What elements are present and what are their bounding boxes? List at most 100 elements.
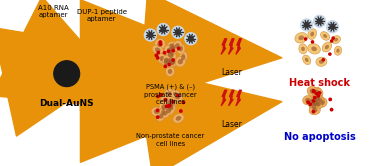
Ellipse shape [175,94,180,99]
Ellipse shape [165,105,169,109]
Ellipse shape [168,56,178,66]
Circle shape [45,52,89,96]
Ellipse shape [314,90,319,95]
Circle shape [144,29,156,41]
Ellipse shape [334,38,338,41]
Circle shape [309,103,311,106]
Ellipse shape [318,98,322,102]
Ellipse shape [161,109,170,118]
Ellipse shape [161,110,165,115]
Ellipse shape [152,45,163,55]
Ellipse shape [309,106,320,115]
Ellipse shape [172,92,183,102]
Ellipse shape [311,100,317,106]
Circle shape [160,94,162,96]
Ellipse shape [169,98,174,103]
Circle shape [176,30,180,35]
Ellipse shape [307,96,317,107]
Circle shape [159,41,161,43]
Ellipse shape [323,34,327,38]
Circle shape [161,27,166,32]
Ellipse shape [169,103,174,106]
Ellipse shape [161,96,169,104]
Ellipse shape [164,45,175,56]
Ellipse shape [316,96,321,101]
Ellipse shape [312,94,322,104]
Circle shape [304,38,307,40]
Ellipse shape [319,60,324,64]
Circle shape [157,24,169,36]
Ellipse shape [175,56,186,67]
Ellipse shape [303,55,311,65]
Ellipse shape [299,44,307,54]
Ellipse shape [311,46,317,51]
Text: A10 RNA
aptamer: A10 RNA aptamer [39,5,69,18]
Circle shape [164,99,167,101]
Ellipse shape [310,89,314,93]
Ellipse shape [170,99,175,104]
Ellipse shape [316,57,327,66]
Ellipse shape [164,58,169,62]
Ellipse shape [301,47,305,51]
Circle shape [327,21,338,33]
Ellipse shape [176,116,181,121]
Ellipse shape [167,58,178,67]
Circle shape [189,36,193,41]
Text: Laser: Laser [221,68,242,77]
Ellipse shape [166,57,178,68]
Circle shape [160,43,162,45]
Ellipse shape [168,106,173,110]
Circle shape [54,61,80,86]
Ellipse shape [312,87,322,97]
Ellipse shape [316,91,321,96]
Circle shape [177,94,179,97]
Ellipse shape [181,54,185,60]
Ellipse shape [164,89,174,99]
Ellipse shape [170,90,181,98]
Circle shape [157,95,159,98]
Text: No apoptosis: No apoptosis [284,132,355,142]
Circle shape [304,23,309,27]
Ellipse shape [161,57,173,65]
Circle shape [330,108,333,111]
Ellipse shape [159,107,167,118]
Ellipse shape [173,114,184,123]
Ellipse shape [334,46,342,55]
Ellipse shape [166,66,175,77]
Ellipse shape [336,49,340,53]
Ellipse shape [312,108,318,113]
Text: Non-prostate cancer
cell lines: Non-prostate cancer cell lines [136,133,205,147]
Ellipse shape [162,56,171,64]
Ellipse shape [167,48,176,58]
Circle shape [156,57,159,59]
Circle shape [312,110,314,113]
Ellipse shape [305,98,310,102]
Ellipse shape [318,98,327,107]
Circle shape [322,59,324,61]
Circle shape [164,65,167,68]
Ellipse shape [164,59,170,63]
Ellipse shape [166,104,176,113]
Ellipse shape [167,48,172,53]
Ellipse shape [309,99,314,104]
Circle shape [157,51,160,54]
Circle shape [311,41,314,43]
Ellipse shape [332,36,341,43]
Circle shape [313,90,315,92]
Ellipse shape [161,57,172,68]
Ellipse shape [169,61,175,65]
Ellipse shape [167,41,177,51]
Ellipse shape [308,29,316,40]
Circle shape [314,15,325,27]
Circle shape [317,95,319,97]
Ellipse shape [151,107,163,116]
Ellipse shape [155,38,165,50]
Ellipse shape [322,42,332,52]
Ellipse shape [168,69,172,74]
Ellipse shape [155,47,161,52]
Circle shape [172,49,174,52]
Circle shape [172,59,174,61]
Ellipse shape [165,98,174,108]
Ellipse shape [157,41,163,47]
Ellipse shape [164,58,174,67]
